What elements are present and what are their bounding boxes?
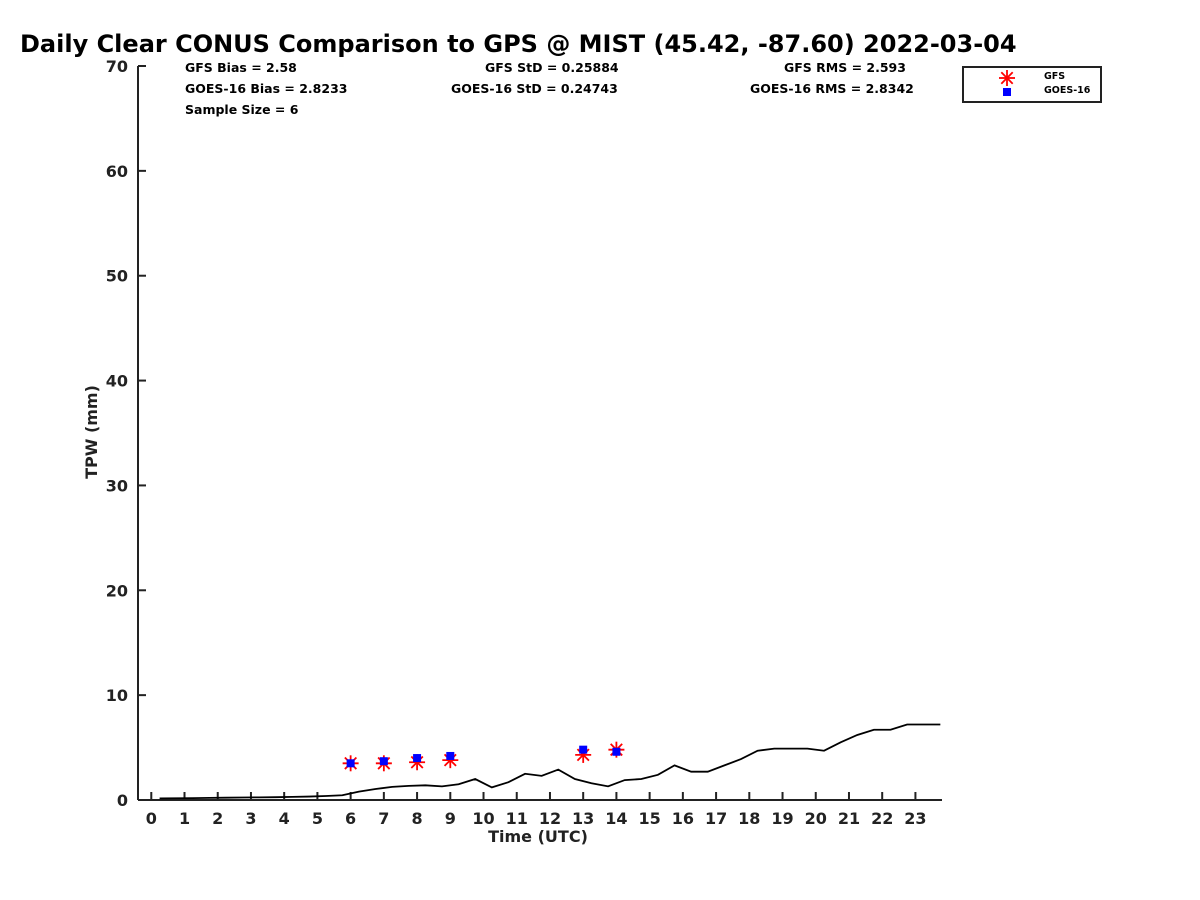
y-tick-label: 10	[106, 686, 128, 705]
x-tick-label: 23	[904, 809, 926, 828]
sample-size-stat: Sample Size = 6	[185, 102, 299, 117]
legend-gfs-marker-icon	[999, 70, 1015, 86]
y-tick-label: 30	[106, 476, 128, 495]
x-tick-label: 0	[146, 809, 157, 828]
x-tick-label: 7	[378, 809, 389, 828]
goes-point	[413, 754, 422, 763]
x-tick-label: 14	[605, 809, 627, 828]
x-tick-label: 11	[506, 809, 528, 828]
x-tick-label: 21	[838, 809, 860, 828]
x-axis-label: Time (UTC)	[488, 827, 588, 846]
y-tick-label: 0	[117, 791, 128, 810]
x-tick-label: 5	[312, 809, 323, 828]
legend-gfs-label: GFS	[1044, 71, 1066, 82]
legend-goes-label: GOES-16	[1044, 85, 1091, 96]
x-tick-label: 9	[445, 809, 456, 828]
x-tick-label: 13	[572, 809, 594, 828]
chart-title: Daily Clear CONUS Comparison to GPS @ MI…	[20, 30, 1017, 58]
x-tick-label: 10	[472, 809, 494, 828]
x-tick-label: 12	[539, 809, 561, 828]
goes-point	[612, 747, 621, 756]
goes-point	[446, 751, 455, 760]
x-tick-label: 22	[871, 809, 893, 828]
y-tick-label: 60	[106, 162, 128, 181]
y-tick-label: 40	[106, 372, 128, 391]
goes-std-stat: GOES-16 StD = 0.24743	[451, 81, 618, 96]
gfs-std-stat: GFS StD = 0.25884	[485, 60, 619, 75]
legend-goes-marker-icon	[1003, 88, 1011, 96]
x-tick-label: 8	[412, 809, 423, 828]
goes-rms-stat: GOES-16 RMS = 2.8342	[750, 81, 914, 96]
legend: GFS GOES-16	[962, 66, 1102, 103]
gfs-rms-stat: GFS RMS = 2.593	[784, 60, 906, 75]
gfs-bias-stat: GFS Bias = 2.58	[185, 60, 297, 75]
goes-point	[379, 757, 388, 766]
x-tick-label: 19	[771, 809, 793, 828]
gps-line	[159, 723, 941, 800]
y-axis-label: TPW (mm)	[82, 385, 101, 479]
goes-bias-stat: GOES-16 Bias = 2.8233	[185, 81, 348, 96]
x-tick-label: 3	[245, 809, 256, 828]
x-tick-label: 2	[212, 809, 223, 828]
x-tick-label: 4	[279, 809, 290, 828]
x-tick-label: 15	[639, 809, 661, 828]
x-tick-label: 17	[705, 809, 727, 828]
y-tick-label: 20	[106, 581, 128, 600]
goes-point	[346, 759, 355, 768]
x-tick-label: 16	[672, 809, 694, 828]
y-tick-label: 70	[106, 57, 128, 76]
goes-point	[579, 745, 588, 754]
x-tick-label: 1	[179, 809, 190, 828]
x-tick-label: 18	[738, 809, 760, 828]
y-tick-label: 50	[106, 267, 128, 286]
x-tick-label: 20	[805, 809, 827, 828]
x-tick-label: 6	[345, 809, 356, 828]
